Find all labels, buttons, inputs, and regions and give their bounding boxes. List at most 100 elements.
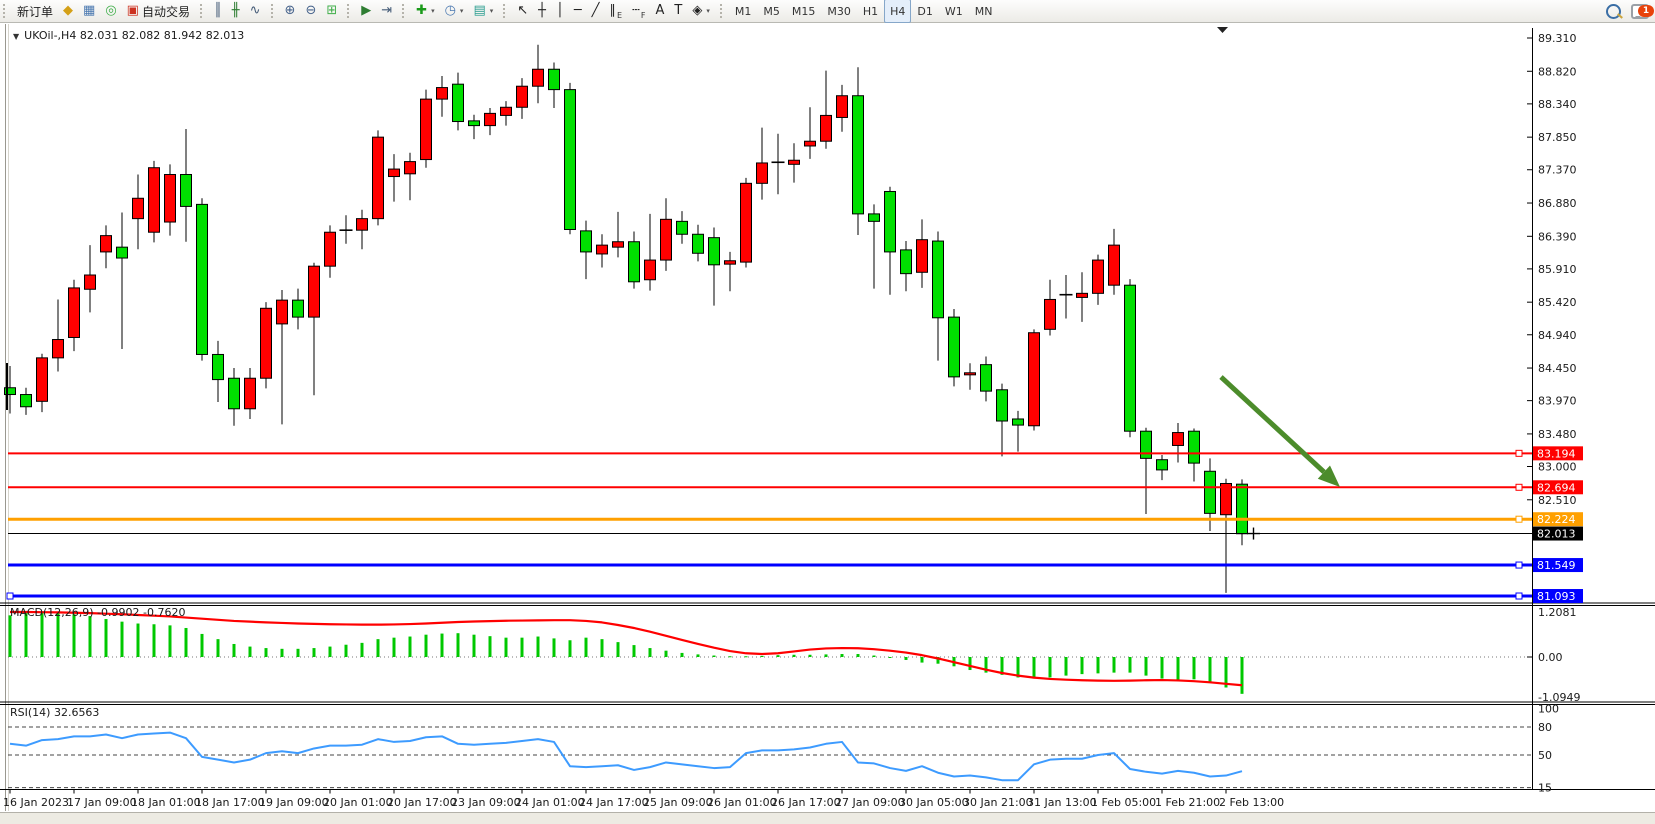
trend-arrow[interactable] xyxy=(1219,375,1340,488)
hline-83.194[interactable] xyxy=(8,449,1532,457)
text-button[interactable]: A xyxy=(650,0,669,22)
chart-shift-marker[interactable] xyxy=(1217,27,1228,33)
candle xyxy=(308,262,320,396)
macd-histogram-bar xyxy=(168,625,172,657)
candle xyxy=(404,152,416,201)
hline-left-handle[interactable] xyxy=(6,592,14,600)
candle xyxy=(1156,454,1168,481)
macd-histogram-bar xyxy=(632,645,636,657)
time-tick-label: 18 Jan 17:00 xyxy=(195,796,265,809)
bar-chart-button[interactable]: ║ xyxy=(209,0,227,22)
hline-button[interactable]: ─ xyxy=(569,0,587,22)
time-tick-label: 2 Feb 13:00 xyxy=(1219,796,1284,809)
macd-histogram-bar xyxy=(296,648,300,657)
macd-histogram-bar xyxy=(920,657,924,663)
tf-m15-button[interactable]: M15 xyxy=(786,0,822,23)
chart-title: ▼ UKOil-,H4 82.031 82.082 81.942 82.013 xyxy=(13,29,244,42)
macd-histogram-bar xyxy=(712,655,716,657)
period-clock-button[interactable]: ◷ ▾ xyxy=(440,0,469,22)
candle xyxy=(1059,275,1073,319)
vline-button[interactable]: │ xyxy=(551,0,569,22)
tf-mn-button-label: MN xyxy=(974,4,993,18)
candle xyxy=(68,279,80,352)
market-watch-button[interactable]: ▦ xyxy=(78,0,100,22)
price-axis[interactable]: 89.310 88.820 88.340 87.850 87.370 86.880 86.3… xyxy=(1527,32,1577,507)
macd-histogram-bar xyxy=(8,615,12,657)
tile-windows-button[interactable]: ⊞ xyxy=(321,0,342,22)
candle xyxy=(692,224,704,262)
dropdown-arrow-icon[interactable]: ▾ xyxy=(706,7,710,15)
chart-shift-button[interactable]: ⇥ xyxy=(376,0,397,22)
chat-icon[interactable]: 1 xyxy=(1631,3,1654,19)
tf-h4-button[interactable]: H4 xyxy=(884,0,912,23)
time-tick-label: 19 Jan 09:00 xyxy=(259,796,329,809)
macd-histogram-bar xyxy=(72,614,76,657)
tf-w1-button[interactable]: W1 xyxy=(939,0,969,23)
chart-settings-button[interactable]: ▤ ▾ xyxy=(468,0,498,22)
trendline-button[interactable]: ╱ xyxy=(587,0,605,22)
add-indicator-button[interactable]: ✚ ▾ xyxy=(411,0,439,22)
time-tick-label: 16 Jan 2023 xyxy=(3,796,69,809)
rsi-scale-label: 100 xyxy=(1538,702,1559,715)
candle xyxy=(292,288,304,330)
tf-m5-button[interactable]: M5 xyxy=(757,0,786,23)
candle-body xyxy=(1028,332,1040,427)
trend-arrow-shaft[interactable] xyxy=(1219,375,1326,474)
chevron-down-icon[interactable]: ▼ xyxy=(13,32,20,41)
tf-h1-button-label: H1 xyxy=(862,4,879,18)
candlestick-button[interactable]: ╫ xyxy=(227,0,245,22)
macd-histogram-bar xyxy=(1080,657,1084,675)
channel-button[interactable]: ∥ E xyxy=(604,0,627,22)
dropdown-arrow-icon[interactable]: ▾ xyxy=(489,7,494,15)
autotrade-icon: ▣ xyxy=(126,3,139,18)
zoom-out-button[interactable]: ⊖ xyxy=(300,0,321,22)
candle-body xyxy=(1012,418,1024,426)
candle xyxy=(612,211,624,258)
text-label-button[interactable]: T xyxy=(669,0,687,22)
hline-82.694[interactable] xyxy=(8,483,1532,491)
trend-arrow-head[interactable] xyxy=(1317,465,1340,488)
line-chart-button[interactable]: ∿ xyxy=(245,0,266,22)
price-tick-label: 85.420 xyxy=(1538,296,1577,309)
hline-82.224[interactable] xyxy=(8,515,1532,523)
tf-d1-button[interactable]: D1 xyxy=(911,0,938,23)
tf-mn-button[interactable]: MN xyxy=(969,0,999,23)
tf-m30-button-label: M30 xyxy=(827,4,851,18)
candle-body xyxy=(212,353,224,381)
tf-m1-button[interactable]: M1 xyxy=(729,0,758,23)
dropdown-arrow-icon[interactable]: ▾ xyxy=(431,7,435,15)
candle-body xyxy=(660,218,672,261)
candle xyxy=(1044,279,1056,336)
coin-icon-button[interactable]: ◆ xyxy=(58,0,78,22)
candle xyxy=(771,133,785,195)
hline-icon: ─ xyxy=(573,3,582,18)
cursor-button[interactable]: ↖ xyxy=(512,0,533,22)
signal-button[interactable]: ◎ xyxy=(100,0,121,22)
crosshair-button[interactable]: ┼ xyxy=(533,0,551,22)
auto-scroll-button[interactable]: ▶ xyxy=(356,0,376,22)
candle xyxy=(532,44,544,104)
hline-81.093[interactable] xyxy=(8,592,1532,600)
tf-m30-button[interactable]: M30 xyxy=(821,0,857,23)
candle-body xyxy=(1236,483,1248,535)
tf-h1-button[interactable]: H1 xyxy=(857,0,884,23)
hline-handle[interactable] xyxy=(1515,592,1523,600)
search-icon[interactable] xyxy=(1606,3,1621,19)
toolbar-grip xyxy=(503,4,509,18)
tf-m5-button-label: M5 xyxy=(763,4,780,18)
zoom-in-button[interactable]: ⊕ xyxy=(280,0,301,22)
hline-handle[interactable] xyxy=(1515,515,1523,523)
hline-81.549[interactable] xyxy=(8,561,1532,569)
shapes-button[interactable]: ◈ ▾ xyxy=(687,0,715,22)
rsi-pane: 100 80 50 15 xyxy=(8,702,1559,795)
hline-handle[interactable] xyxy=(1515,449,1523,457)
macd-histogram-bar xyxy=(1096,657,1100,674)
hline-handle[interactable] xyxy=(1515,483,1523,491)
fibonacci-button[interactable]: ┄ F xyxy=(627,0,650,22)
algo-trading-button[interactable]: ▣ 自动交易 xyxy=(122,0,195,22)
dropdown-arrow-icon[interactable]: ▾ xyxy=(459,7,464,15)
new-order-button[interactable]: 新订单 xyxy=(12,0,58,22)
hline-handle[interactable] xyxy=(1515,561,1523,569)
